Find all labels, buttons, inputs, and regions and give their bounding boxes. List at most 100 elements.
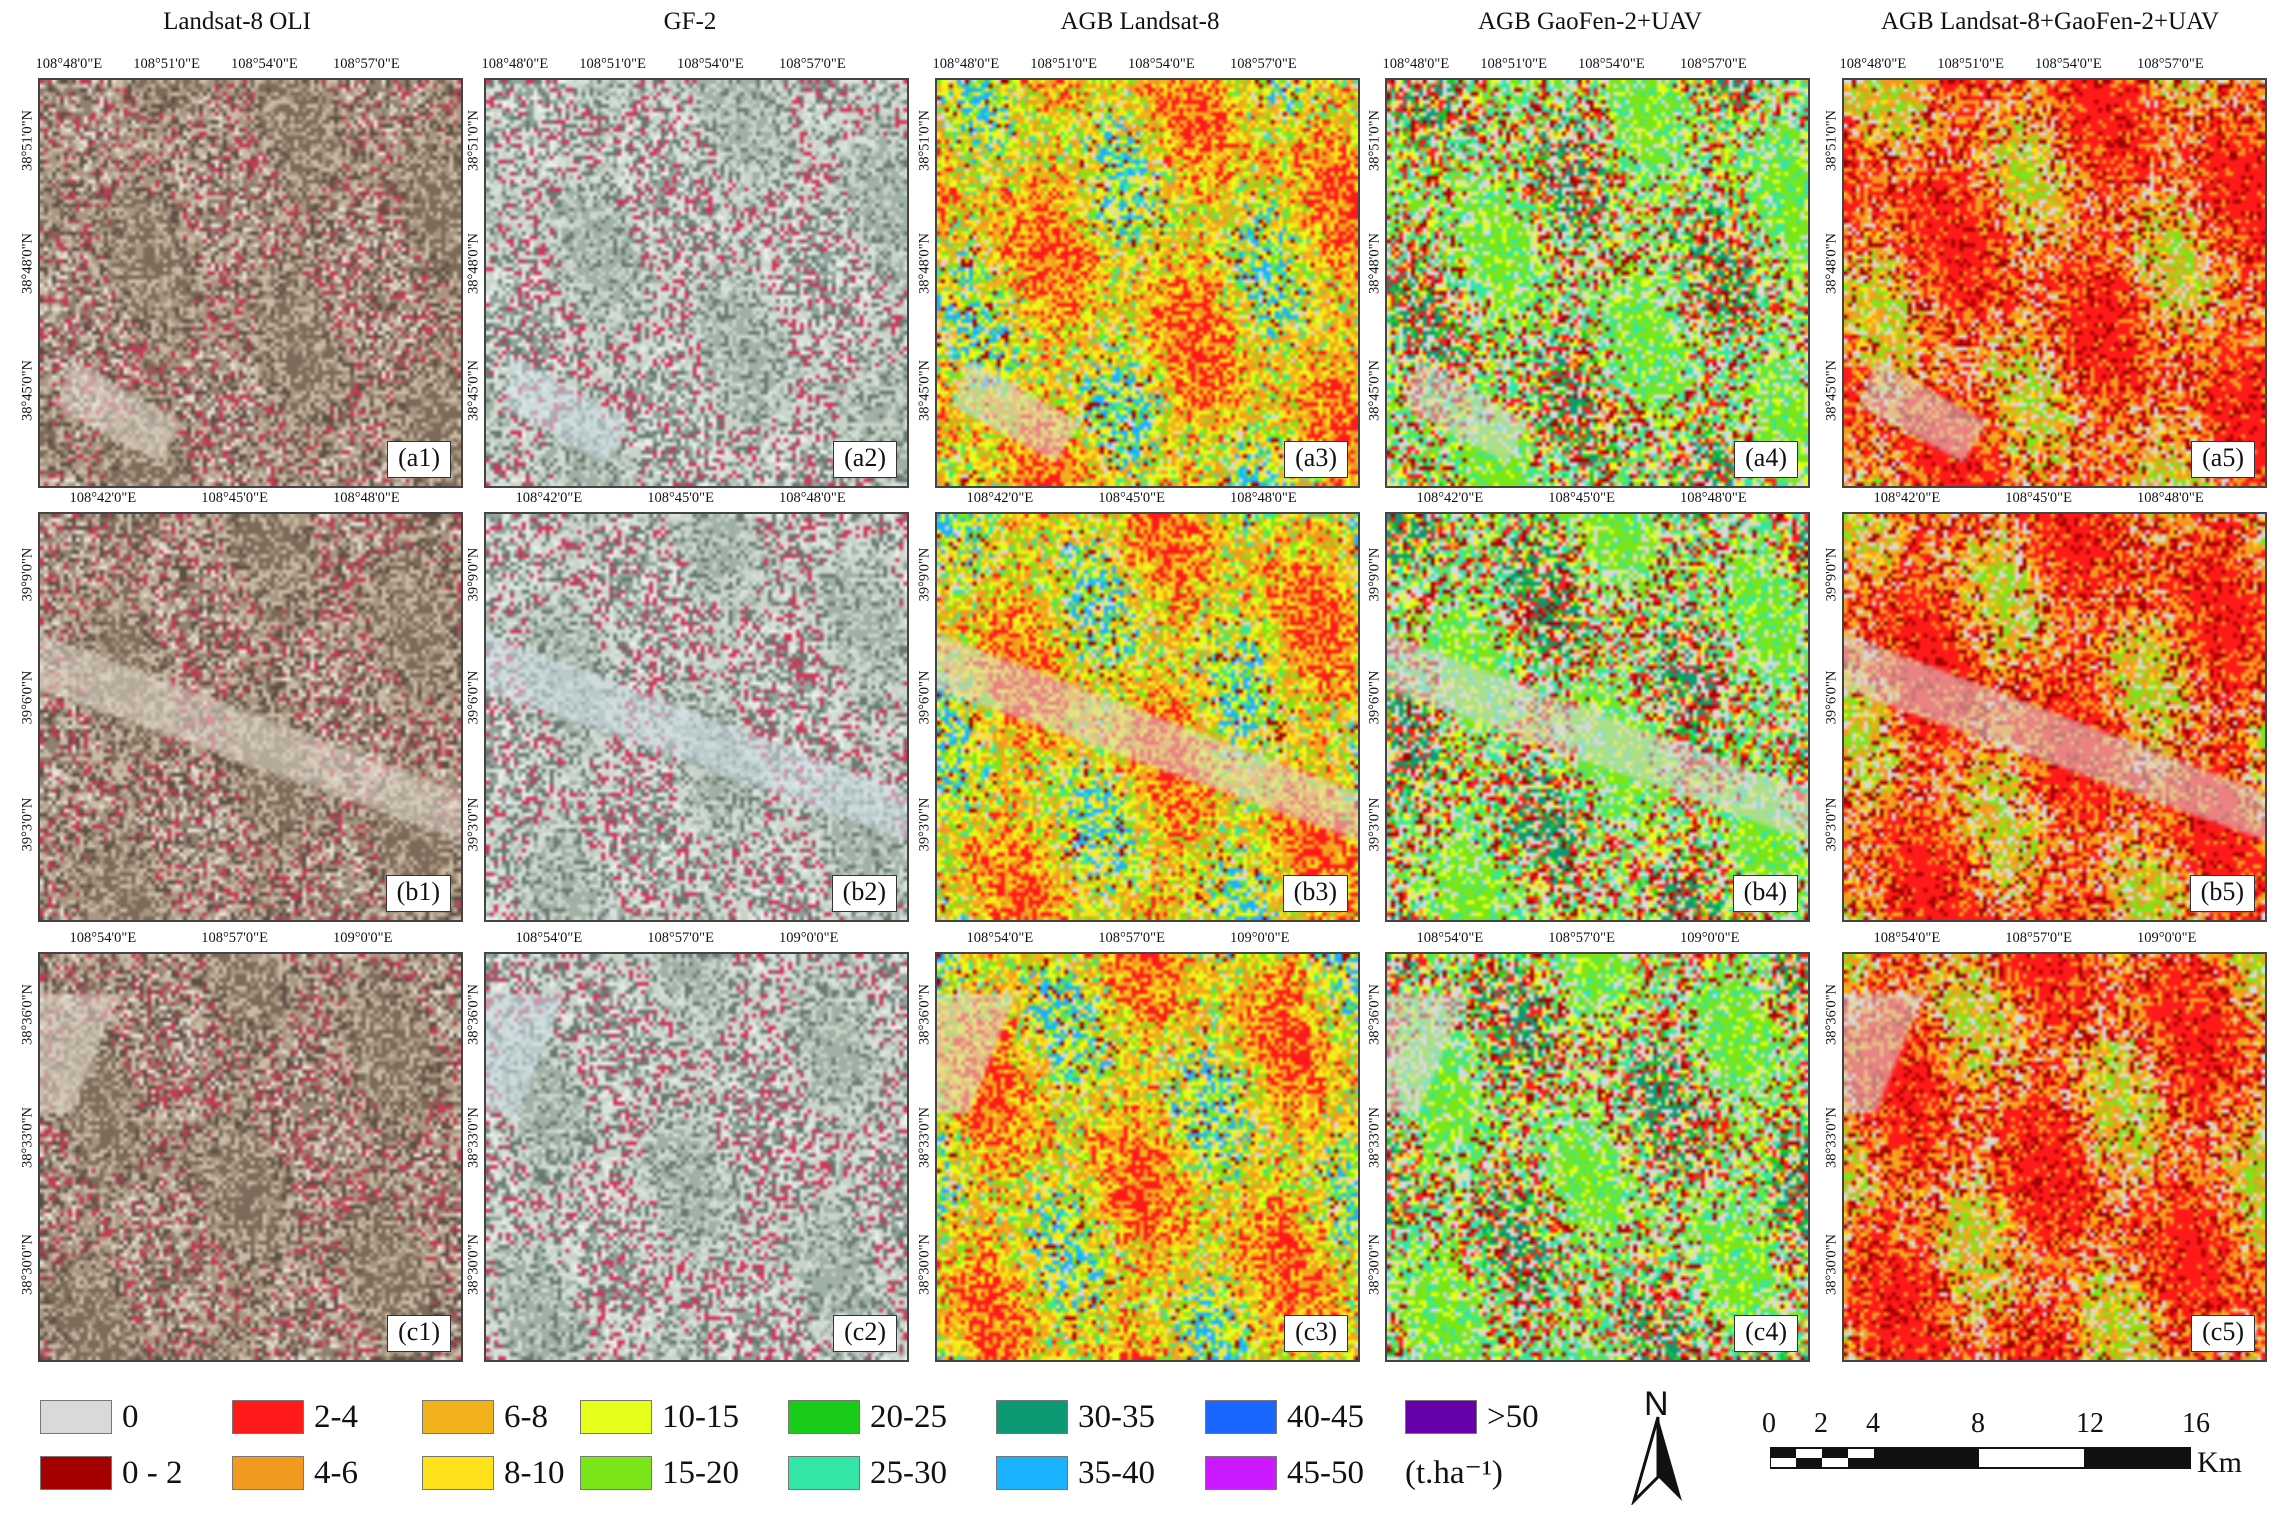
longitude-tick-label: 108°57'0"E [201,930,268,946]
longitude-tick-label: 108°48'0"E [35,56,103,72]
longitude-tick-label: 108°48'0"E [1680,490,1747,506]
longitude-tick-label: 108°54'0"E [677,56,744,72]
legend-swatch [40,1456,112,1490]
longitude-tick-label: 108°57'0"E [333,56,400,72]
panel-label: (a3) [1284,441,1348,478]
latitude-tick-label: 39°9'0"N [1366,547,1383,601]
panel-label: (a1) [387,441,451,478]
map-raster [1387,80,1808,486]
legend-label: 40-45 [1287,1399,1364,1435]
column-title: Landsat-8 OLI [163,8,311,35]
map-panel-a3: (a3) [935,78,1360,488]
legend-label: 30-35 [1078,1399,1155,1435]
map-panel-a5: (a5) [1842,78,2267,488]
scale-tick-label: 2 [1814,1408,1828,1439]
legend-swatch [580,1456,652,1490]
legend-swatch [422,1400,494,1434]
map-panel-b5: (b5) [1842,512,2267,922]
legend-swatch [422,1456,494,1490]
panel-label: (b2) [831,875,897,912]
longitude-tick-label: 108°54'0"E [2035,56,2102,72]
latitude-tick-label: 38°45'0"N [465,359,482,421]
scale-bar-graphic [1770,1447,2191,1469]
latitude-tick-label: 38°51'0"N [465,109,482,171]
legend-swatch [232,1456,304,1490]
latitude-tick-label: 38°36'0"N [465,983,482,1045]
legend-label: 4-6 [314,1455,358,1491]
column-title: AGB Landsat-8+GaoFen-2+UAV [1880,8,2220,35]
legend-label: 6-8 [504,1399,548,1435]
latitude-tick-label: 39°9'0"N [465,547,482,601]
panel-label: (b1) [385,875,451,912]
latitude-tick-label: 38°30'0"N [19,1233,36,1295]
longitude-tick-label: 108°45'0"E [201,490,268,506]
legend-label: 2-4 [314,1399,358,1435]
longitude-tick-label: 108°57'0"E [1548,930,1615,946]
map-panel-c2: (c2) [484,952,909,1362]
longitude-tick-label: 108°45'0"E [647,490,714,506]
latitude-tick-label: 38°33'0"N [916,1106,933,1168]
legend-swatch [580,1400,652,1434]
longitude-tick-label: 108°54'0"E [966,930,1034,946]
latitude-tick-label: 39°9'0"N [19,547,36,601]
latitude-tick-label: 38°45'0"N [1366,359,1383,421]
panel-label: (b3) [1282,875,1348,912]
longitude-tick-label: 108°57'0"E [1098,930,1165,946]
map-panel-a2: (a2) [484,78,909,488]
longitude-tick-label: 108°45'0"E [1548,490,1615,506]
longitude-tick-label: 109°0'0"E [1680,930,1740,946]
legend-label: 25-30 [870,1455,947,1491]
legend-label: 8-10 [504,1455,565,1491]
longitude-tick-label: 108°45'0"E [1098,490,1165,506]
map-raster [486,514,907,920]
longitude-tick-label: 108°54'0"E [515,930,583,946]
panel-label: (a4) [1734,441,1798,478]
panel-label: (c4) [1734,1315,1798,1352]
latitude-tick-label: 39°3'0"N [916,797,933,851]
longitude-tick-label: 109°0'0"E [2137,930,2197,946]
panel-label: (c2) [833,1315,897,1352]
latitude-tick-label: 39°3'0"N [465,797,482,851]
scale-tick-label: 12 [2076,1408,2104,1439]
latitude-tick-label: 38°45'0"N [916,359,933,421]
longitude-tick-label: 108°54'0"E [1873,930,1941,946]
map-raster [1844,80,2265,486]
map-raster [1844,514,2265,920]
scale-unit: Km [2197,1446,2242,1479]
longitude-tick-label: 108°54'0"E [69,930,137,946]
legend-label: 0 [122,1399,139,1435]
map-raster [1387,514,1808,920]
longitude-tick-label: 108°48'0"E [481,56,549,72]
latitude-tick-label: 38°48'0"N [19,232,36,294]
longitude-tick-label: 108°51'0"E [133,56,200,72]
map-panel-c3: (c3) [935,952,1360,1362]
legend-swatch [1405,1400,1477,1434]
longitude-tick-label: 108°48'0"E [779,490,846,506]
latitude-tick-label: 38°51'0"N [1366,109,1383,171]
panel-label: (b4) [1732,875,1798,912]
north-arrow-icon [1631,1416,1682,1505]
legend-swatch [40,1400,112,1434]
map-raster [937,80,1358,486]
longitude-tick-label: 108°48'0"E [2137,490,2204,506]
map-raster [40,80,461,486]
scale-bar: 0 2 4 8 12 16 Km [1760,1390,2280,1500]
north-label: N [1644,1385,1669,1423]
latitude-tick-label: 38°51'0"N [916,109,933,171]
longitude-tick-label: 108°42'0"E [1416,490,1484,506]
latitude-tick-label: 38°33'0"N [465,1106,482,1168]
map-raster [486,954,907,1360]
latitude-tick-label: 38°30'0"N [916,1233,933,1295]
map-panel-a4: (a4) [1385,78,1810,488]
longitude-tick-label: 108°51'0"E [1030,56,1097,72]
map-raster [937,954,1358,1360]
longitude-tick-label: 108°57'0"E [2137,56,2204,72]
panel-label: (c5) [2191,1315,2255,1352]
longitude-tick-label: 108°48'0"E [1382,56,1450,72]
latitude-tick-label: 38°36'0"N [1823,983,1840,1045]
legend-label: 15-20 [662,1455,739,1491]
column-title: GF-2 [663,8,717,35]
longitude-tick-label: 108°48'0"E [1230,490,1297,506]
map-panel-c4: (c4) [1385,952,1810,1362]
longitude-tick-label: 108°54'0"E [1578,56,1645,72]
